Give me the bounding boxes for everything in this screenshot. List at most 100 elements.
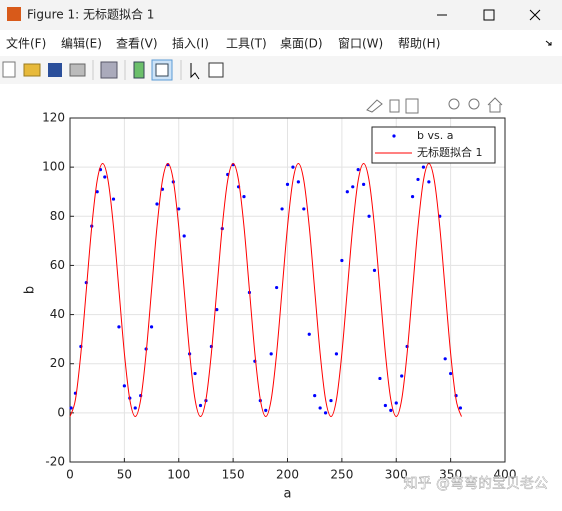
x-tick-label: 200 (276, 468, 299, 482)
x-tick-label: 350 (439, 468, 462, 482)
pointer-icon[interactable] (190, 63, 200, 80)
legend-label: b vs. a (417, 129, 453, 142)
title-bar (0, 0, 562, 30)
menu-item[interactable]: 工具(T) (226, 37, 267, 51)
pan-icon[interactable] (405, 98, 419, 114)
data-point (296, 180, 300, 184)
menu-item[interactable]: 编辑(E) (61, 36, 102, 51)
y-tick-label: 60 (50, 258, 65, 272)
data-point (334, 352, 339, 356)
y-tick-label: 80 (50, 209, 65, 223)
data-point (264, 408, 268, 412)
data-point (69, 406, 73, 410)
x-tick-label: 300 (385, 468, 408, 482)
axes-toolbar (366, 97, 503, 114)
data-point (275, 285, 279, 290)
menu-item[interactable]: 窗口(W) (338, 37, 383, 51)
data-point (149, 325, 154, 329)
data-point (291, 165, 295, 169)
data-point (383, 403, 387, 408)
save-icon[interactable] (48, 63, 62, 77)
y-tick-label: 0 (57, 405, 65, 419)
data-point (95, 190, 99, 194)
data-point (269, 352, 273, 356)
property-icon[interactable] (208, 62, 224, 78)
x-tick-label: 150 (222, 468, 245, 482)
y-tick-label: 40 (50, 307, 65, 321)
x-tick-label: 0 (66, 468, 74, 482)
window-title: Figure 1: 无标题拟合 1 (27, 7, 154, 22)
data-point (177, 207, 181, 211)
home-icon[interactable] (487, 97, 503, 113)
data-point (427, 180, 431, 184)
menu-item[interactable]: 插入(I) (172, 37, 209, 51)
zoom-in-icon[interactable] (448, 98, 460, 110)
y-tick-label: 100 (42, 160, 65, 174)
data-point (182, 234, 186, 238)
data-point (449, 371, 453, 376)
data-point (372, 268, 377, 272)
y-axis-label: b (23, 286, 38, 294)
x-axis-label: a (284, 487, 292, 502)
data-point (323, 411, 328, 415)
menu-item[interactable]: 桌面(D) (280, 37, 323, 51)
close-button[interactable] (529, 9, 541, 21)
data-point (313, 394, 317, 398)
data-point (111, 197, 116, 201)
menu-item[interactable]: 文件(F) (6, 36, 46, 51)
legend-marker (392, 134, 396, 138)
datatip-icon[interactable] (389, 99, 400, 113)
data-point (285, 182, 290, 186)
data-point (416, 177, 420, 182)
open-icon[interactable] (23, 63, 41, 77)
toolbar (0, 56, 562, 84)
x-tick-label: 250 (330, 468, 353, 482)
data-point (280, 207, 284, 211)
app-icon (7, 7, 21, 21)
menu-item[interactable]: 帮助(H) (398, 37, 440, 51)
legend-label: 无标题拟合 1 (417, 145, 483, 159)
data-point (155, 202, 159, 206)
data-point (133, 406, 137, 410)
data-point (318, 406, 322, 410)
data-point (215, 308, 219, 312)
maximize-button[interactable] (483, 9, 495, 21)
new-icon[interactable] (2, 61, 16, 78)
x-tick-label: 50 (117, 468, 132, 482)
data-point (362, 182, 366, 186)
y-tick-label: 120 (42, 111, 65, 125)
data-point (307, 332, 311, 336)
y-tick-label: 20 (50, 356, 65, 370)
data-point (400, 374, 404, 378)
data-point (122, 384, 126, 388)
data-point (103, 175, 107, 179)
data-point (367, 214, 371, 218)
watermark: 知乎 @弯弯的宝贝老公 (404, 475, 548, 492)
menu-overflow[interactable] (545, 40, 552, 46)
fit-line (69, 162, 462, 418)
link-icon[interactable] (100, 61, 118, 79)
data-point (421, 165, 426, 169)
data-point (389, 408, 393, 412)
brush-icon[interactable] (366, 99, 383, 113)
data-point (329, 398, 333, 403)
zoom-out-icon[interactable] (468, 98, 480, 110)
data-point (443, 357, 447, 361)
legend-icon-inner (155, 63, 169, 77)
menu-bar: 文件(F) 编辑(E) 查看(V) 插入(I) 工具(T) 桌面(D) 窗口(W) 帮助(H) (6, 36, 440, 51)
colorbar-icon[interactable] (133, 61, 145, 79)
x-tick-label: 400 (494, 468, 517, 482)
data-point (351, 185, 355, 189)
data-point (340, 258, 344, 263)
y-tick-label: -20 (45, 455, 65, 469)
data-point (394, 401, 398, 405)
data-point (242, 195, 246, 199)
menu-item[interactable]: 查看(V) (116, 37, 158, 51)
x-tick-label: 100 (167, 468, 190, 482)
toolbar-icons (2, 59, 224, 81)
print-icon[interactable] (69, 63, 86, 77)
data-point (198, 403, 203, 408)
legend-box (371, 126, 496, 164)
axes-box (69, 117, 506, 463)
